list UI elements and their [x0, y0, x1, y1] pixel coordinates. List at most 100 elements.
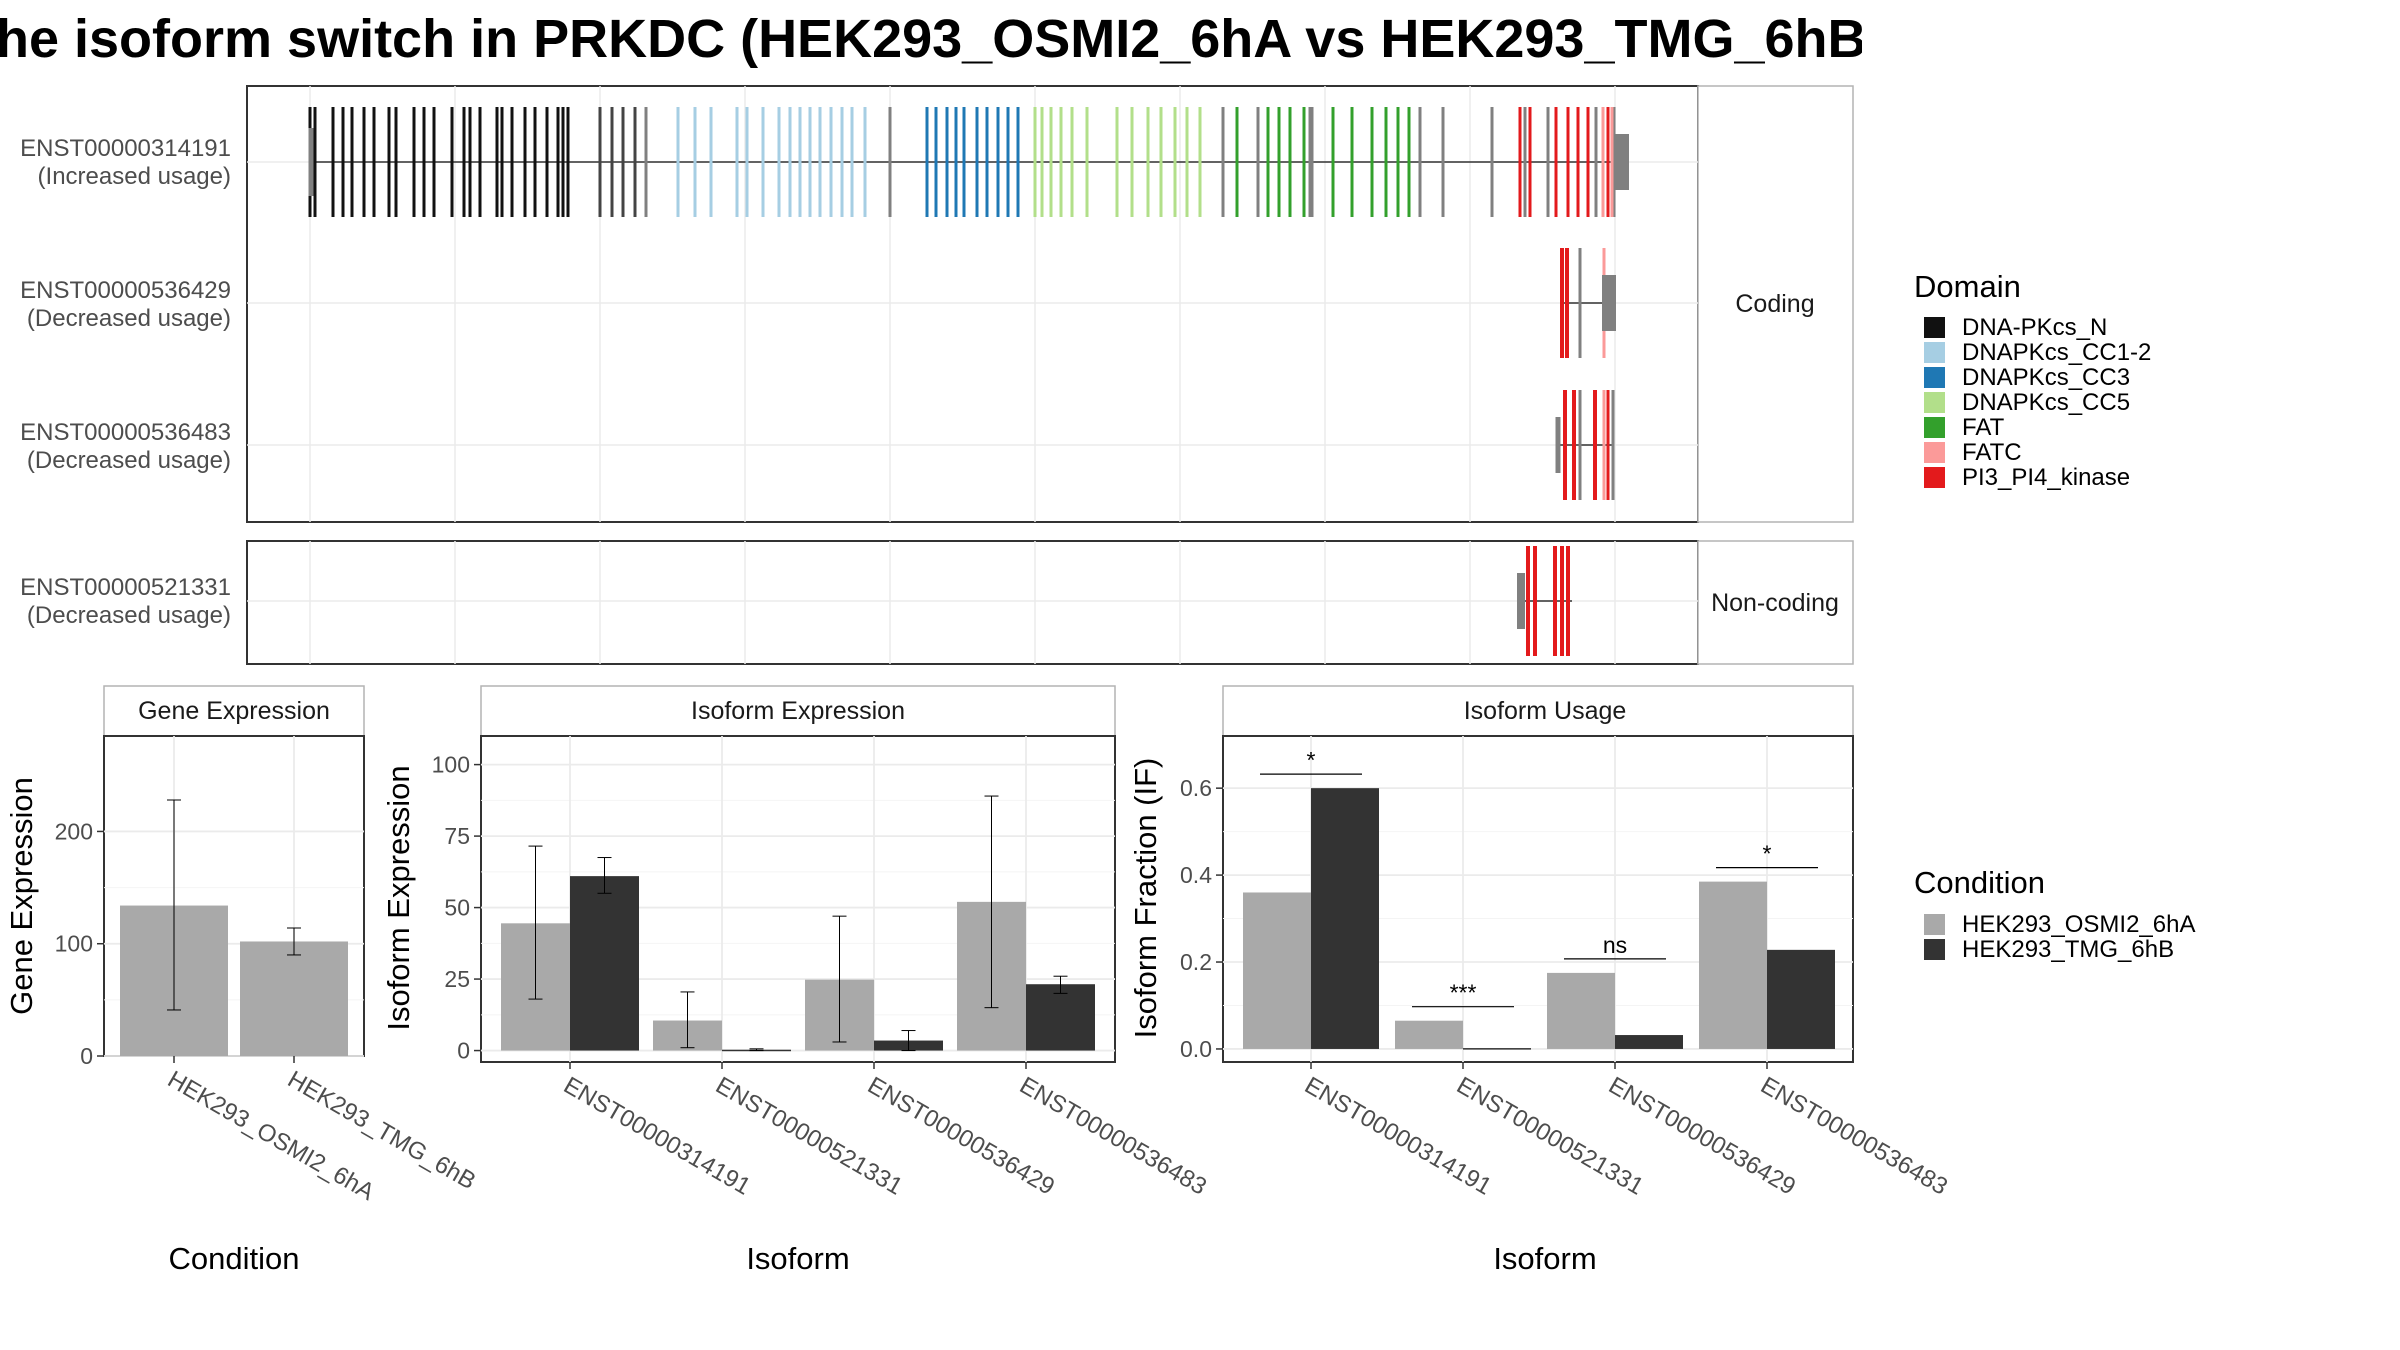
transcript-usage-label: (Increased usage)	[38, 163, 231, 190]
exon	[925, 107, 929, 217]
exon	[1059, 107, 1063, 217]
y-tick-label: 0.2	[1180, 949, 1212, 975]
exon	[1602, 275, 1616, 331]
exon	[1566, 107, 1570, 217]
exon	[735, 107, 739, 217]
exon	[850, 107, 854, 217]
exon	[1586, 107, 1590, 217]
exon	[1523, 107, 1527, 217]
exon	[1615, 134, 1629, 190]
exon	[1546, 107, 1550, 217]
coding-panel-frame	[246, 85, 1699, 523]
bar	[1699, 881, 1767, 1049]
bar	[570, 876, 639, 1051]
y-tick-label: 0.4	[1180, 862, 1212, 888]
exon	[709, 107, 713, 217]
exon	[798, 107, 802, 217]
exon	[1441, 107, 1445, 217]
exon	[863, 107, 867, 217]
exon	[1033, 107, 1037, 217]
condition-legend-swatch	[1924, 914, 1945, 935]
transcript-structure-panel: Coding Non-coding ENST00000314191 (Incre…	[20, 85, 1854, 665]
significance-label: *	[1307, 747, 1316, 773]
exon	[556, 107, 560, 217]
domain-legend-label: DNAPKcs_CC5	[1962, 389, 2130, 416]
exon	[533, 107, 537, 217]
exon	[372, 107, 376, 217]
exon	[1563, 390, 1567, 500]
exon	[1553, 546, 1557, 656]
y-tick-label: 0.6	[1180, 775, 1212, 801]
exon	[468, 107, 472, 217]
transcript-id-label: ENST00000314191	[20, 135, 231, 162]
exon	[954, 107, 958, 217]
exon	[1555, 417, 1561, 473]
exon	[478, 107, 482, 217]
gene-expression-strip	[103, 685, 365, 737]
exon	[1554, 107, 1558, 217]
y-tick-label: 100	[55, 931, 93, 957]
domain-legend-swatch	[1924, 317, 1945, 338]
x-tick-label: HEK293_TMG_6hB	[283, 1066, 480, 1195]
exon	[1606, 390, 1610, 500]
exon	[1560, 248, 1564, 358]
domain-legend-swatch	[1924, 467, 1945, 488]
exon	[1159, 107, 1163, 217]
exon	[495, 107, 499, 217]
exon	[432, 107, 436, 217]
coding-strip	[1697, 85, 1854, 523]
exon	[1407, 107, 1411, 217]
significance-label: ***	[1450, 980, 1477, 1006]
exon	[1602, 390, 1606, 500]
exon	[761, 107, 765, 217]
transcript-track	[308, 107, 1629, 217]
exon	[510, 107, 514, 217]
exon	[1594, 107, 1598, 217]
exon	[394, 107, 398, 217]
exon	[1256, 107, 1260, 217]
gene-expression-ylabel: Gene Expression	[4, 777, 39, 1015]
exon	[818, 107, 822, 217]
domain-legend-swatch	[1924, 392, 1945, 413]
exon	[1528, 107, 1532, 217]
condition-legend-label: HEK293_TMG_6hB	[1962, 936, 2174, 963]
exon	[808, 107, 812, 217]
exon	[1049, 107, 1053, 217]
condition-legend-label: HEK293_OSMI2_6hA	[1962, 911, 2195, 938]
title-clip	[1862, 0, 2400, 78]
domain-legend-label: FATC	[1962, 439, 2022, 466]
bar	[240, 941, 348, 1056]
exon	[1612, 107, 1616, 217]
bar	[1767, 949, 1835, 1049]
isoform-expression-ylabel: Isoform Expression	[381, 765, 416, 1030]
exon	[777, 107, 781, 217]
exon	[1517, 573, 1525, 629]
y-tick-label: 0.0	[1180, 1036, 1212, 1062]
structure-tracks	[308, 107, 1629, 656]
domain-legend-title: Domain	[1914, 269, 2021, 304]
isoform-expression-title: Isoform Expression	[691, 697, 905, 725]
exon	[1350, 107, 1354, 217]
significance-label: *	[1763, 841, 1772, 867]
exon	[1302, 107, 1306, 217]
exon	[1576, 107, 1580, 217]
noncoding-panel-frame	[246, 540, 1699, 665]
exon	[644, 107, 648, 217]
exon	[996, 107, 1000, 217]
y-tick-label: 0	[80, 1043, 93, 1069]
exon	[341, 107, 345, 217]
exon	[1533, 546, 1537, 656]
transcript-track	[1555, 390, 1615, 500]
exon	[1006, 107, 1010, 217]
transcript-id-label: ENST00000521331	[20, 574, 231, 601]
exon	[1560, 546, 1564, 656]
y-tick-label: 100	[432, 752, 470, 778]
exon	[745, 107, 749, 217]
domain-legend-label: DNA-PKcs_N	[1962, 314, 2107, 341]
condition-legend-title: Condition	[1914, 865, 2045, 900]
exon	[561, 107, 565, 217]
exon	[545, 107, 549, 217]
transcript-track	[1517, 546, 1572, 656]
